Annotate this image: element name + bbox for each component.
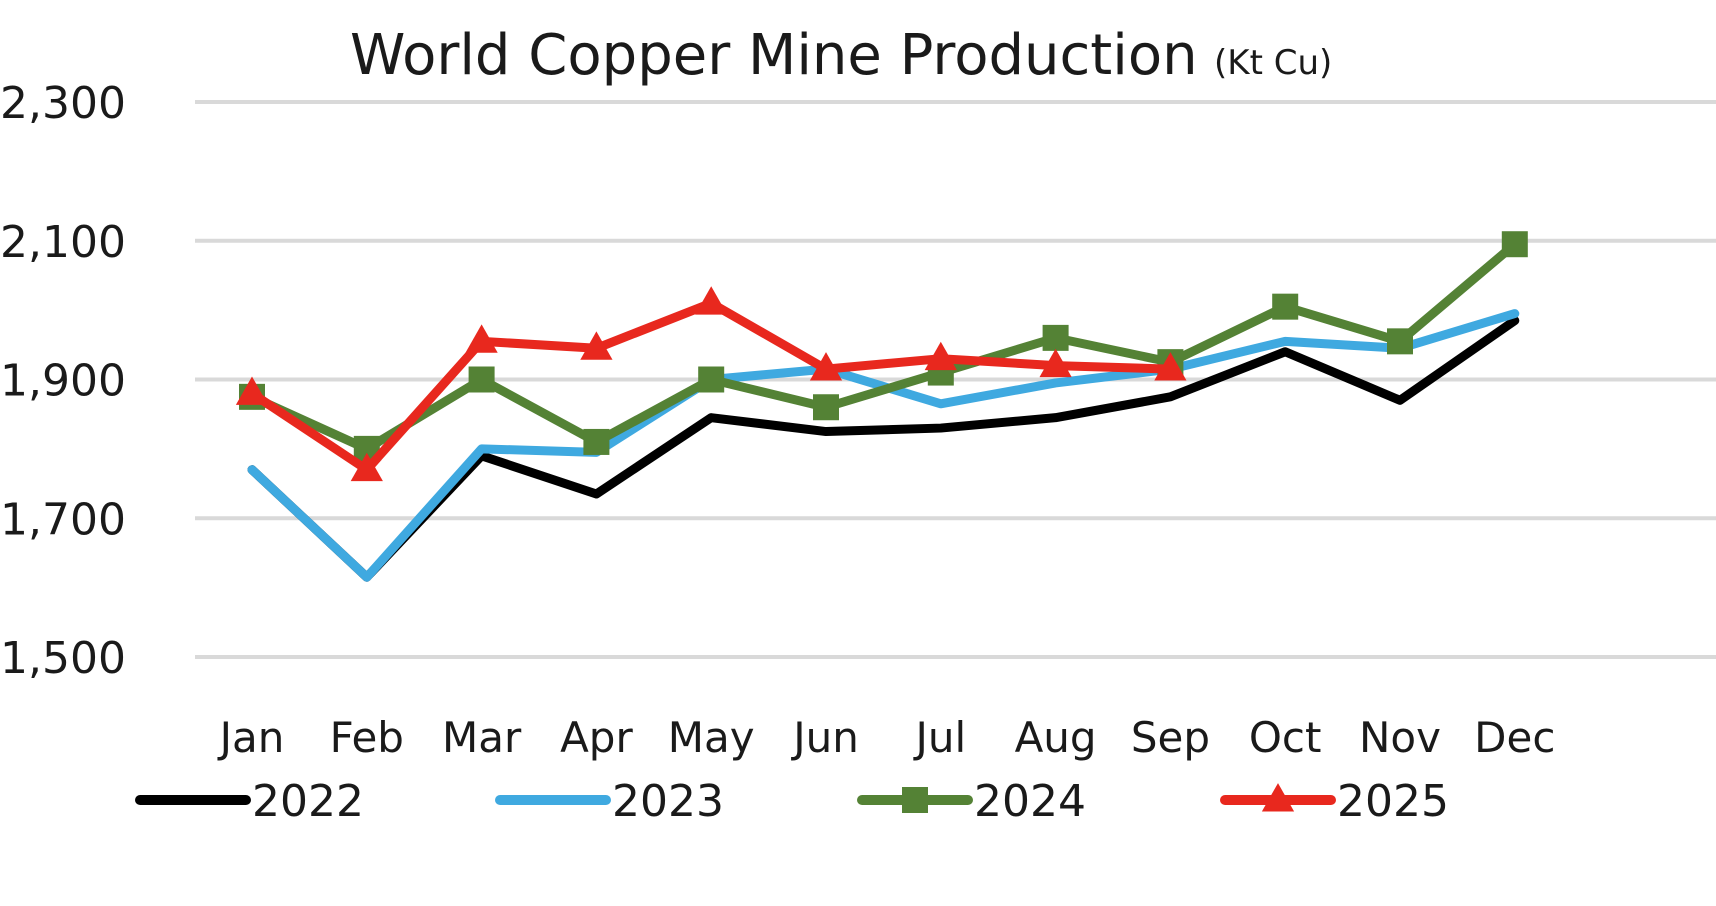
triangle-marker-icon bbox=[1039, 348, 1072, 378]
square-marker-icon bbox=[1042, 324, 1069, 351]
x-axis-tick-labels: Jan Feb Mar Apr May Jun Jul Aug Sep Oct Nov Dec bbox=[217, 713, 1556, 762]
x-tick-label: Oct bbox=[1249, 713, 1322, 762]
square-marker-icon bbox=[902, 787, 928, 813]
y-tick-label: 1,500 bbox=[0, 633, 126, 684]
series-2023 bbox=[247, 309, 1520, 582]
x-tick-label: Mar bbox=[442, 713, 522, 762]
legend-label: 2025 bbox=[1337, 776, 1449, 827]
square-marker-icon bbox=[1272, 293, 1299, 320]
legend-label: 2023 bbox=[612, 776, 724, 827]
x-tick-label: Jan bbox=[217, 713, 285, 762]
x-tick-label: Jun bbox=[790, 713, 859, 762]
x-tick-label: Aug bbox=[1015, 713, 1097, 762]
square-marker-icon bbox=[1501, 231, 1528, 258]
triangle-marker-icon bbox=[809, 352, 843, 381]
triangle-marker-icon bbox=[580, 331, 613, 360]
legend-item-2024: 2024 bbox=[857, 776, 1086, 827]
x-tick-label: Jul bbox=[912, 713, 966, 762]
x-tick-label: Apr bbox=[560, 713, 633, 762]
x-tick-label: Dec bbox=[1474, 713, 1555, 762]
legend-item-2025: 2025 bbox=[1220, 776, 1449, 827]
triangle-marker-icon bbox=[235, 376, 269, 405]
legend-item-2023: 2023 bbox=[495, 776, 724, 827]
triangle-marker-icon bbox=[1154, 352, 1187, 381]
y-tick-label: 2,300 bbox=[0, 78, 126, 129]
square-marker-icon bbox=[813, 394, 839, 421]
x-tick-label: Nov bbox=[1359, 713, 1441, 762]
series-line-2024 bbox=[247, 239, 1520, 454]
x-tick-label: Feb bbox=[330, 713, 404, 762]
square-marker-icon bbox=[468, 366, 495, 393]
x-tick-label: Sep bbox=[1131, 713, 1210, 762]
chart-title-main: World Copper Mine Production bbox=[350, 23, 1198, 88]
chart-title: World Copper Mine Production (Kt Cu) bbox=[350, 23, 1332, 88]
plot-series bbox=[235, 231, 1528, 582]
series-line-2023 bbox=[247, 309, 1520, 582]
triangle-marker-icon bbox=[465, 324, 498, 353]
square-marker-icon bbox=[698, 366, 725, 393]
triangle-marker-icon bbox=[1261, 783, 1295, 812]
triangle-marker-icon bbox=[350, 452, 383, 482]
y-tick-label: 2,100 bbox=[0, 217, 126, 268]
x-tick-label: May bbox=[668, 713, 755, 762]
gridlines bbox=[195, 100, 1716, 659]
triangle-marker-icon bbox=[695, 286, 728, 315]
series-line-2022 bbox=[247, 316, 1520, 582]
y-tick-label: 1,700 bbox=[0, 494, 126, 545]
square-marker-icon bbox=[1387, 328, 1413, 355]
series-2024 bbox=[239, 231, 1528, 462]
y-tick-label: 1,900 bbox=[0, 356, 126, 407]
triangle-marker-icon bbox=[924, 341, 957, 371]
chart-title-unit: (Kt Cu) bbox=[1214, 43, 1332, 83]
legend-label: 2022 bbox=[252, 776, 364, 827]
y-axis-tick-labels: 1,500 1,700 1,900 2,100 2,300 bbox=[0, 78, 126, 684]
series-2022 bbox=[247, 316, 1520, 582]
legend: 2022 2023 2024 2025 bbox=[135, 776, 1449, 827]
legend-item-2022: 2022 bbox=[135, 776, 364, 827]
square-marker-icon bbox=[583, 428, 610, 455]
legend-label: 2024 bbox=[974, 776, 1086, 827]
series-2025 bbox=[235, 286, 1187, 482]
